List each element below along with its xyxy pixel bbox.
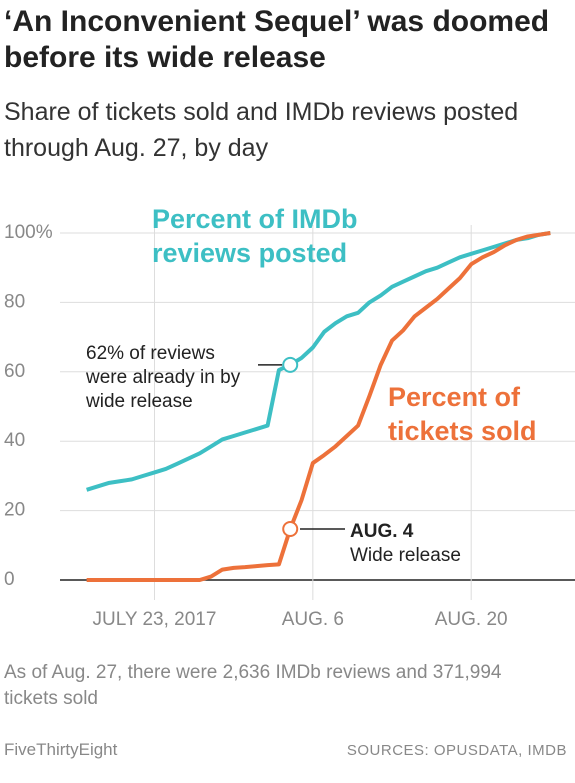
series-label: Percent of tickets sold (388, 382, 537, 446)
source: SOURCES: OPUSDATA, IMDB (346, 742, 567, 759)
y-tick-label: 100% (4, 222, 53, 243)
x-tick-label: JULY 23, 2017 (93, 609, 217, 630)
brand: FiveThirtyEight (4, 740, 118, 759)
chart: 0 20 40 60 80 100% JULY 23, 2017 AUG. 6 AUG. 20 (4, 222, 575, 630)
annotation: AUG. 4 Wide release (350, 520, 510, 568)
y-tick-label: 40 (4, 430, 25, 451)
highlight-point (282, 520, 299, 537)
annotation-heading: AUG. 4 (350, 521, 414, 542)
series-line (86, 231, 551, 582)
annotation: 62% of reviews were already in by wide r… (86, 343, 241, 412)
chart-title: ‘An Inconvenient Sequel’ was doomed befo… (4, 5, 550, 74)
highlight-point (282, 356, 299, 373)
y-tick-label: 0 (4, 569, 15, 590)
series-label: Percent of IMDb reviews posted (152, 204, 358, 268)
y-tick-label: 60 (4, 361, 25, 382)
y-tick-label: 20 (4, 500, 25, 521)
x-tick-label: AUG. 20 (435, 609, 508, 630)
chart-subtitle: Share of tickets sold and IMDb reviews p… (4, 98, 519, 162)
y-tick-label: 80 (4, 291, 25, 312)
series-line (86, 231, 551, 492)
annotation-text: Wide release (350, 545, 461, 566)
note: As of Aug. 27, there were 2,636 IMDb rev… (4, 662, 502, 709)
x-tick-label: AUG. 6 (282, 609, 344, 630)
